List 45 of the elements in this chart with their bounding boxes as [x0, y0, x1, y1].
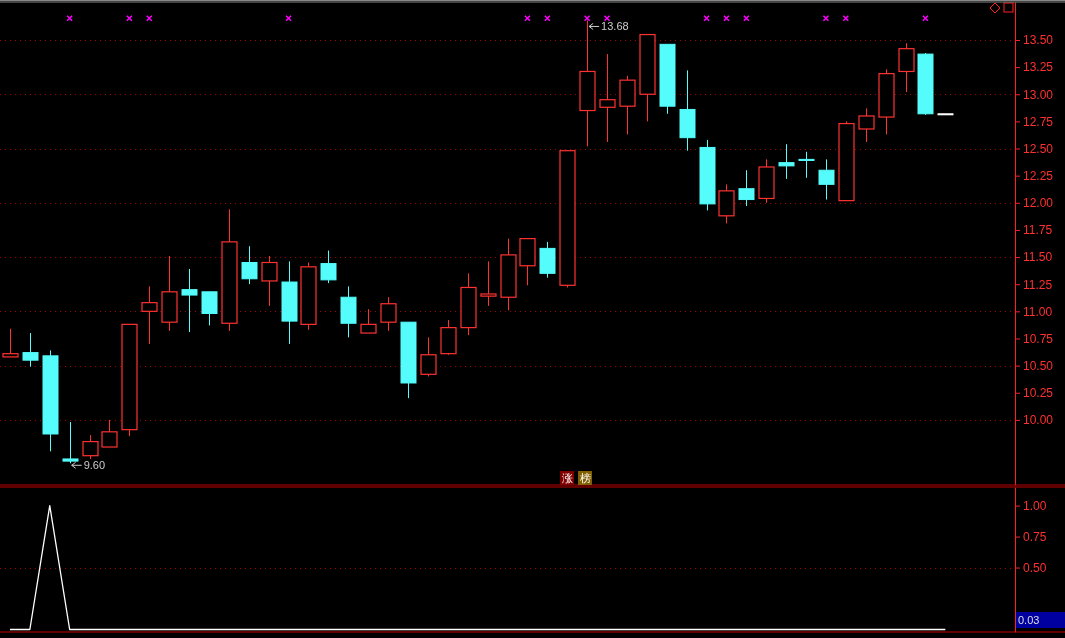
y-tick-label: 10.75	[1023, 331, 1054, 346]
candlestick	[858, 107, 875, 143]
candlestick	[2, 328, 19, 358]
candlestick	[320, 250, 337, 284]
candlestick	[738, 169, 755, 207]
y-tick-label: 11.00	[1023, 304, 1053, 319]
annotation: 13.68	[601, 20, 629, 33]
candlestick	[261, 255, 278, 307]
annotation: 涨	[561, 472, 573, 484]
y-tick-label: 10.50	[1023, 358, 1054, 373]
candlestick	[360, 308, 377, 334]
y-tick-label: 0.75	[1023, 529, 1047, 544]
candlestick	[201, 291, 218, 326]
y-tick-label: 12.00	[1023, 196, 1054, 211]
candlestick	[181, 268, 198, 333]
y-tick-label: 13.25	[1023, 60, 1054, 75]
y-tick-label: 10.25	[1023, 386, 1054, 401]
candlestick	[798, 151, 815, 179]
candlestick	[778, 143, 795, 180]
candlestick	[22, 332, 39, 368]
y-tick-label: 13.00	[1023, 87, 1054, 102]
y-tick-label: 12.75	[1023, 114, 1054, 129]
y-tick-label: 13.50	[1023, 33, 1054, 48]
candlestick	[241, 245, 258, 285]
candlestick	[898, 42, 915, 93]
y-tick-label: 0.50	[1023, 560, 1047, 575]
candlestick	[480, 260, 497, 307]
y-tick-label: 11.75	[1023, 223, 1053, 238]
y-tick-label: 12.50	[1023, 141, 1054, 156]
y-tick-label: 1.00	[1023, 498, 1047, 513]
candlestick	[420, 336, 437, 377]
candlestick	[380, 296, 397, 332]
annotation: 9.60	[83, 459, 106, 472]
candlestick	[62, 421, 79, 464]
y-tick-label: 12.25	[1023, 169, 1054, 183]
text: 0.03	[1018, 614, 1040, 626]
candlestick	[141, 285, 158, 345]
y-tick-label: 10.00	[1023, 413, 1054, 428]
candlestick	[101, 419, 118, 448]
y-tick-label: 11.25	[1023, 277, 1053, 292]
candlestick	[818, 158, 835, 201]
candlestick	[599, 53, 616, 143]
annotation: 榜	[579, 472, 591, 484]
y-tick-label: 11.50	[1023, 250, 1053, 265]
candlestick	[82, 434, 99, 460]
